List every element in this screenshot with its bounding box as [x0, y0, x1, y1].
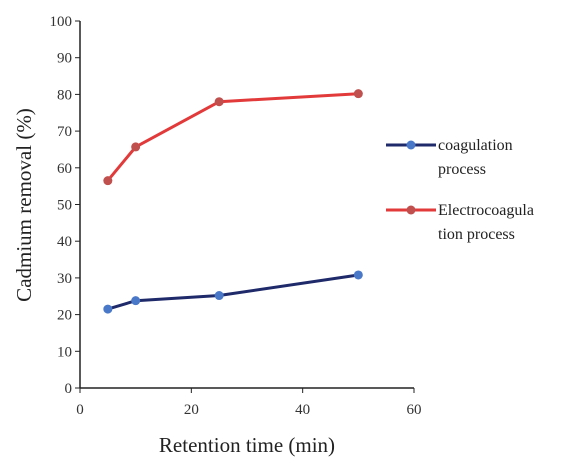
data-point — [214, 291, 224, 301]
legend-label: Electrocoagula tion process — [438, 202, 534, 243]
legend-label-line: coagulation — [438, 137, 513, 154]
series-2 — [103, 89, 363, 186]
y-tick-label: 0 — [65, 381, 73, 397]
x-axis-title: Retention time (min) — [159, 433, 335, 457]
y-tick-label: 80 — [57, 87, 72, 103]
x-tick-label: 0 — [76, 402, 84, 418]
y-tick-label: 100 — [50, 14, 73, 30]
legend-item-2: Electrocoagula tion process — [386, 202, 534, 243]
series-line — [106, 273, 360, 311]
legend-label-line: process — [438, 161, 486, 178]
y-axis-title: Cadmium removal (%) — [12, 108, 36, 302]
legend-label-line: Electrocoagula — [438, 202, 534, 219]
legend-swatch-marker — [406, 205, 416, 215]
y-tick-label: 20 — [57, 308, 72, 324]
legend: coagulation process Electrocoagula tion pro… — [386, 137, 534, 243]
y-tick-label: 40 — [57, 234, 72, 250]
legend-label: coagulation process — [438, 137, 513, 178]
y-tick-label: 30 — [57, 271, 72, 287]
x-axis: 0 20 40 60 — [76, 387, 422, 418]
legend-item-1: coagulation process — [386, 137, 513, 178]
data-point — [214, 97, 224, 107]
y-tick-label: 90 — [57, 51, 72, 67]
x-tick-label: 20 — [184, 402, 199, 418]
data-point — [103, 176, 113, 186]
y-tick-label: 50 — [57, 198, 72, 214]
legend-swatch-marker — [406, 140, 416, 150]
x-tick-label: 60 — [407, 402, 422, 418]
series-1 — [103, 270, 363, 314]
series-layer — [103, 89, 363, 314]
series-line — [106, 92, 360, 183]
data-point — [131, 142, 141, 152]
x-tick-label: 40 — [295, 402, 310, 418]
data-point — [131, 296, 141, 306]
y-tick-label: 60 — [57, 161, 72, 177]
legend-label-line: tion process — [438, 226, 515, 243]
data-point — [103, 304, 113, 314]
y-tick-label: 70 — [57, 124, 72, 140]
y-tick-label: 10 — [57, 344, 72, 360]
data-point — [353, 89, 363, 99]
data-point — [353, 270, 363, 280]
y-axis: 0 10 20 30 40 50 60 70 80 90 100 — [50, 14, 81, 397]
